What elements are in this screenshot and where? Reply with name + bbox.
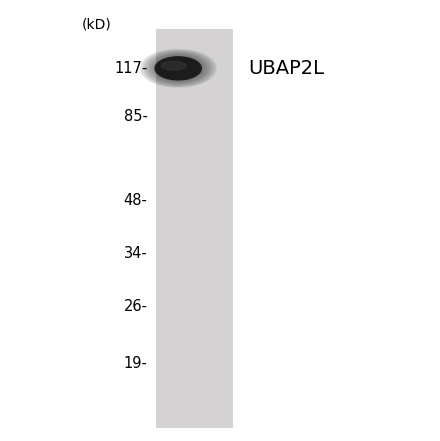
Text: UBAP2L: UBAP2L — [249, 59, 325, 78]
Ellipse shape — [144, 52, 213, 85]
Text: (kD): (kD) — [82, 17, 112, 31]
Text: 19-: 19- — [124, 356, 147, 371]
Ellipse shape — [153, 56, 203, 81]
Ellipse shape — [151, 55, 205, 82]
Text: 48-: 48- — [124, 193, 147, 208]
Ellipse shape — [142, 50, 214, 86]
Text: 117-: 117- — [114, 61, 147, 76]
Ellipse shape — [161, 61, 187, 70]
Bar — [156, 29, 233, 428]
Text: 85-: 85- — [124, 109, 147, 124]
Ellipse shape — [155, 57, 202, 80]
Ellipse shape — [140, 49, 216, 87]
Ellipse shape — [148, 53, 209, 83]
Ellipse shape — [146, 52, 211, 84]
Text: 34-: 34- — [124, 246, 147, 261]
Text: 26-: 26- — [123, 299, 147, 314]
Ellipse shape — [150, 54, 207, 82]
